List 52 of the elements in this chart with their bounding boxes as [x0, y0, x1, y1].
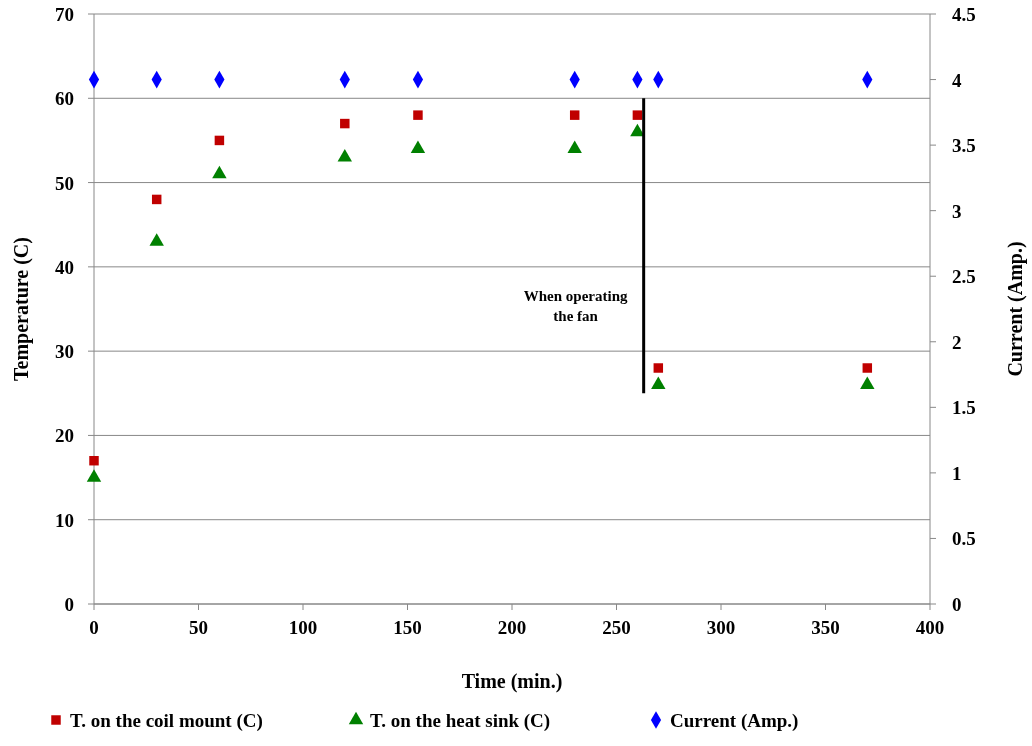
- y2-tick-label: 1.5: [952, 397, 976, 419]
- y2-tick-label: 1: [952, 462, 962, 484]
- x-tick-label: 200: [497, 617, 527, 638]
- legend-label: T. on the coil mount (C): [70, 710, 263, 732]
- point: [653, 363, 664, 373]
- x-tick-label: 300: [706, 617, 736, 638]
- point: [151, 194, 162, 205]
- point: [632, 110, 643, 120]
- y2-tick-label: 4: [952, 69, 962, 91]
- y-tick-label: 60: [55, 88, 74, 110]
- y2-tick-label: 3.5: [952, 135, 976, 157]
- point: [89, 455, 99, 466]
- y2-tick-label: 0.5: [952, 528, 976, 550]
- y-tick-label: 0: [64, 594, 74, 615]
- y2-axis-title: Current (Amp.): [1004, 241, 1027, 377]
- x-tick-label: 0: [89, 617, 99, 638]
- y2-tick-label: 2: [952, 331, 962, 353]
- y-tick-label: 50: [55, 172, 74, 194]
- x-tick-label: 50: [189, 617, 208, 638]
- point: [149, 233, 164, 246]
- point: [567, 140, 582, 154]
- point: [212, 165, 227, 179]
- x-tick-label: 100: [288, 617, 318, 638]
- point: [214, 135, 225, 146]
- point: [651, 376, 666, 390]
- y-tick-label: 70: [55, 4, 74, 25]
- point: [340, 118, 350, 129]
- point: [860, 376, 875, 390]
- legend-label: Current (Amp.): [670, 710, 799, 732]
- point: [630, 123, 645, 137]
- annotation: When operating the fan: [523, 287, 629, 324]
- y2-tick-label: 0: [952, 594, 962, 615]
- point: [413, 110, 423, 120]
- legend-label: T. on the heat sink (C): [370, 710, 551, 732]
- y2-tick-label: 4.5: [952, 4, 976, 25]
- y-tick-label: 20: [55, 425, 74, 447]
- x-tick-label: 250: [602, 617, 631, 638]
- point: [862, 363, 873, 373]
- y2-tick-label: 2.5: [952, 266, 976, 288]
- y-tick-label: 10: [55, 509, 74, 531]
- y-tick-label: 30: [55, 341, 74, 363]
- point: [410, 140, 426, 154]
- point: [86, 469, 102, 482]
- y-axis-title: Temperature (C): [10, 237, 33, 381]
- x-axis-title: Time (min.): [461, 670, 563, 693]
- x-tick-label: 400: [915, 617, 945, 638]
- x-tick-label: 150: [393, 617, 422, 638]
- y2-tick-label: 3: [952, 200, 962, 222]
- point: [337, 148, 353, 162]
- point: [569, 110, 580, 120]
- x-tick-label: 350: [811, 617, 840, 638]
- y-tick-label: 40: [55, 256, 74, 278]
